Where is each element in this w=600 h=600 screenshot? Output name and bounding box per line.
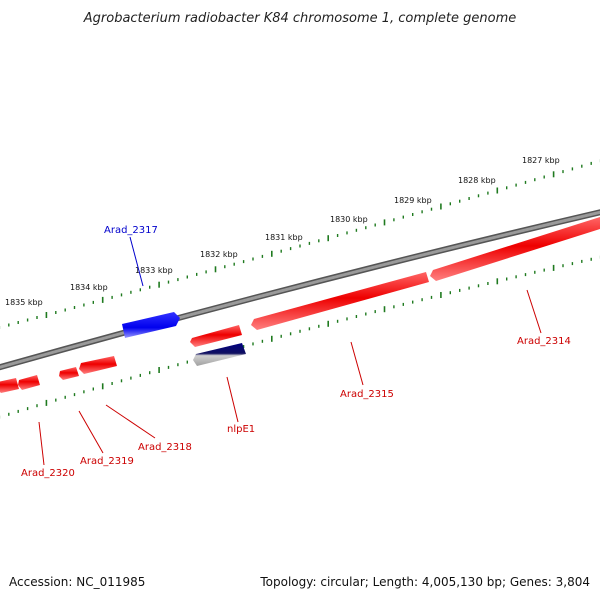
- leader-arad-2315: [350, 341, 364, 386]
- leader-arad-2314: [526, 289, 542, 334]
- label-nlpe1[interactable]: nlpE1: [227, 424, 255, 435]
- leader-nlpe1: [226, 376, 239, 423]
- label-arad-2314[interactable]: Arad_2314: [517, 336, 571, 347]
- kbp-marker-1834: 1834 kbp: [70, 283, 108, 292]
- kbp-marker-1831: 1831 kbp: [265, 233, 303, 242]
- label-arad-2315[interactable]: Arad_2315: [340, 389, 394, 400]
- gene-arad-2320-segment[interactable]: [18, 375, 40, 390]
- gene-arad-2318[interactable]: [79, 356, 117, 374]
- accession-text: Accession: NC_011985: [9, 575, 145, 589]
- genome-summary-text: Topology: circular; Length: 4,005,130 bp…: [259, 575, 590, 589]
- leader-arad-2317: [129, 236, 144, 287]
- kbp-marker-1830: 1830 kbp: [330, 215, 368, 224]
- kbp-marker-1827: 1827 kbp: [522, 156, 560, 165]
- gene-nlpe1[interactable]: [193, 343, 246, 366]
- gene-arad-2320[interactable]: [0, 378, 19, 393]
- gene-arad-2314[interactable]: [430, 217, 600, 281]
- chromosome-backbone: [0, 209, 600, 371]
- upper-tick-line: [0, 159, 600, 329]
- lower-tick-line: [0, 255, 600, 419]
- kbp-marker-1828: 1828 kbp: [458, 176, 496, 185]
- leader-arad-2320: [38, 421, 45, 466]
- kbp-marker-1832: 1832 kbp: [200, 250, 238, 259]
- kbp-marker-1829: 1829 kbp: [394, 196, 432, 205]
- label-arad-2319[interactable]: Arad_2319: [80, 456, 134, 467]
- map-title: Agrobacterium radiobacter K84 chromosome…: [83, 11, 516, 26]
- gene-red-small[interactable]: [190, 325, 242, 347]
- gene-arad-2315[interactable]: [251, 272, 429, 330]
- leader-arad-2319: [78, 410, 104, 454]
- gene-arad-2317[interactable]: [122, 312, 180, 338]
- label-arad-2318[interactable]: Arad_2318: [138, 442, 192, 453]
- label-arad-2317[interactable]: Arad_2317: [104, 225, 158, 236]
- label-arad-2320[interactable]: Arad_2320: [21, 468, 75, 479]
- gene-arad-2319[interactable]: [59, 367, 79, 380]
- kbp-marker-1835: 1835 kbp: [5, 298, 43, 307]
- kbp-marker-1833: 1833 kbp: [135, 266, 173, 275]
- leader-arad-2318: [105, 404, 156, 439]
